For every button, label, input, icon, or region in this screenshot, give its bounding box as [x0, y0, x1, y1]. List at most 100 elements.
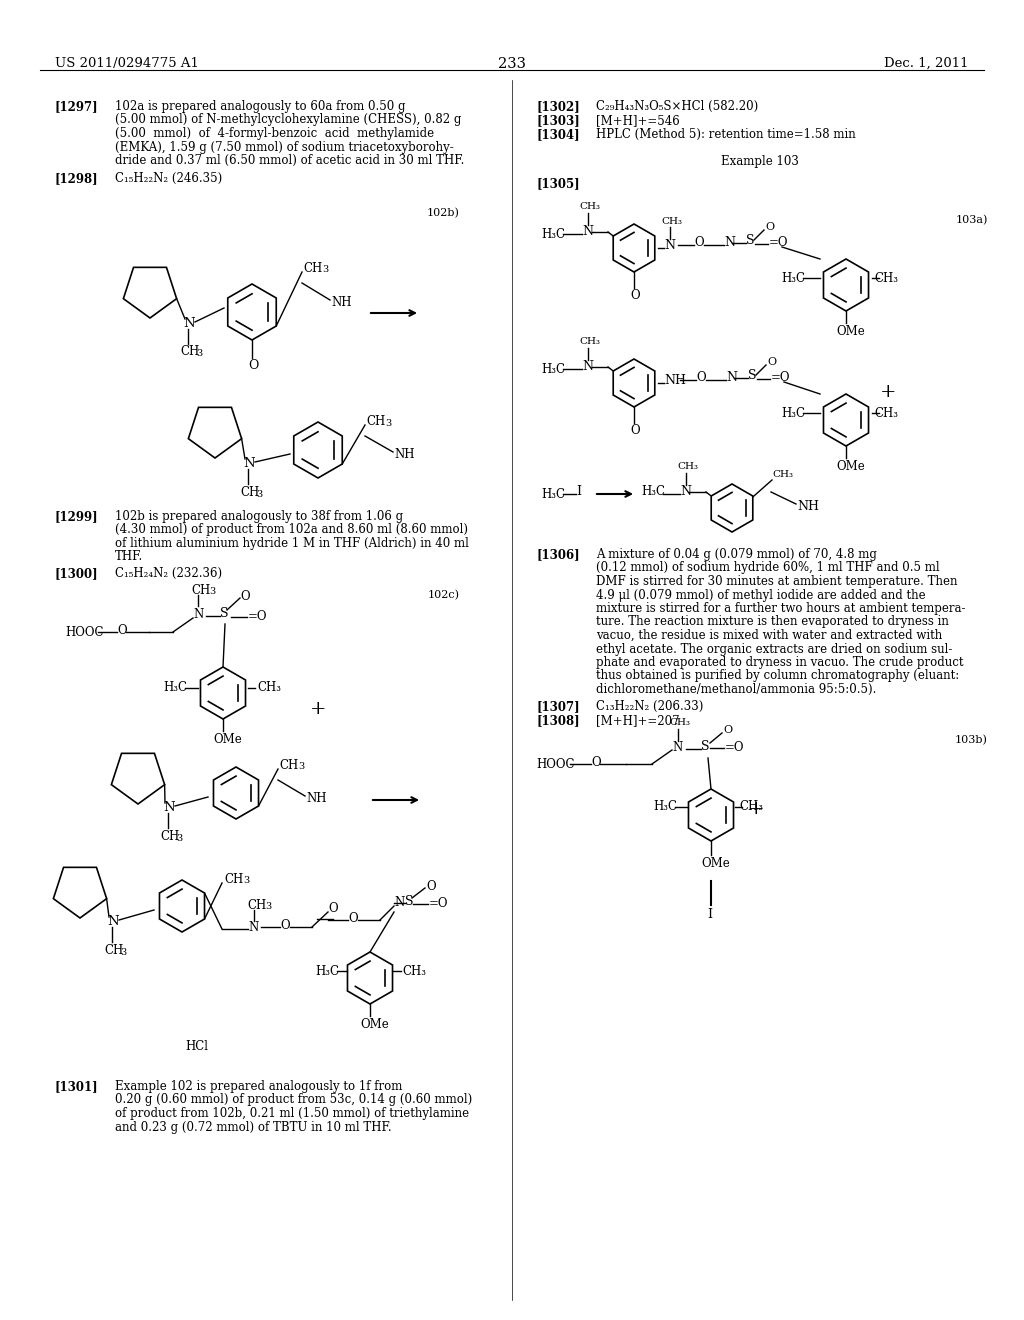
Text: CH: CH — [366, 414, 385, 428]
Text: O: O — [117, 624, 127, 638]
Text: +: + — [310, 700, 327, 718]
Text: of lithium aluminium hydride 1 M in THF (Aldrich) in 40 ml: of lithium aluminium hydride 1 M in THF … — [115, 537, 469, 550]
Text: CH₃: CH₃ — [579, 337, 600, 346]
Text: and 0.23 g (0.72 mmol) of TBTU in 10 ml THF.: and 0.23 g (0.72 mmol) of TBTU in 10 ml … — [115, 1121, 391, 1134]
Text: 102b): 102b) — [427, 209, 460, 218]
Text: of product from 102b, 0.21 ml (1.50 mmol) of triethylamine: of product from 102b, 0.21 ml (1.50 mmol… — [115, 1107, 469, 1119]
Text: S: S — [748, 370, 757, 381]
Text: CH: CH — [247, 899, 266, 912]
Text: CH: CH — [279, 759, 298, 772]
Text: +: + — [748, 800, 765, 818]
Text: =O: =O — [769, 236, 788, 249]
Text: 3: 3 — [322, 265, 329, 275]
Text: (5.00 mmol) of N-methylcyclohexylamine (CHESS), 0.82 g: (5.00 mmol) of N-methylcyclohexylamine (… — [115, 114, 462, 127]
Text: A mixture of 0.04 g (0.079 mmol) of 70, 4.8 mg: A mixture of 0.04 g (0.079 mmol) of 70, … — [596, 548, 877, 561]
Text: 3: 3 — [298, 762, 304, 771]
Text: O: O — [426, 880, 435, 894]
Text: C₁₅H₂₄N₂ (232.36): C₁₅H₂₄N₂ (232.36) — [115, 568, 222, 579]
Text: O: O — [767, 356, 776, 367]
Text: mixture is stirred for a further two hours at ambient tempera-: mixture is stirred for a further two hou… — [596, 602, 966, 615]
Text: NH: NH — [664, 374, 686, 387]
Text: CH: CH — [160, 830, 179, 843]
Text: O: O — [328, 902, 338, 915]
Text: CH: CH — [240, 486, 259, 499]
Text: NH: NH — [797, 500, 819, 513]
Text: OMe: OMe — [213, 733, 242, 746]
Text: N: N — [664, 239, 675, 252]
Text: (5.00  mmol)  of  4-formyl-benzoic  acid  methylamide: (5.00 mmol) of 4-formyl-benzoic acid met… — [115, 127, 434, 140]
Text: N: N — [106, 915, 119, 928]
Text: (EMKA), 1.59 g (7.50 mmol) of sodium triacetoxyborohy-: (EMKA), 1.59 g (7.50 mmol) of sodium tri… — [115, 140, 454, 153]
Text: N: N — [680, 484, 691, 498]
Text: CH₃: CH₃ — [874, 407, 898, 420]
Text: ture. The reaction mixture is then evaporated to dryness in: ture. The reaction mixture is then evapo… — [596, 615, 949, 628]
Text: O: O — [248, 359, 258, 372]
Text: 103b): 103b) — [955, 735, 988, 746]
Text: DMF is stirred for 30 minutes at ambient temperature. Then: DMF is stirred for 30 minutes at ambient… — [596, 576, 957, 587]
Text: H₃C: H₃C — [163, 681, 187, 694]
Text: US 2011/0294775 A1: US 2011/0294775 A1 — [55, 57, 199, 70]
Text: [1298]: [1298] — [55, 172, 98, 185]
Text: H₃C: H₃C — [541, 228, 565, 242]
Text: S: S — [701, 741, 710, 752]
Text: H₃C: H₃C — [781, 272, 805, 285]
Text: HOOC: HOOC — [65, 626, 103, 639]
Text: O: O — [630, 289, 640, 302]
Text: CH₃: CH₃ — [669, 718, 690, 727]
Text: O: O — [348, 912, 357, 925]
Text: OMe: OMe — [701, 857, 730, 870]
Text: [1304]: [1304] — [536, 128, 580, 141]
Text: N: N — [193, 609, 203, 620]
Text: THF.: THF. — [115, 550, 143, 564]
Text: OMe: OMe — [836, 325, 864, 338]
Text: =O: =O — [725, 741, 744, 754]
Text: O: O — [696, 371, 706, 384]
Text: 102a is prepared analogously to 60a from 0.50 g: 102a is prepared analogously to 60a from… — [115, 100, 406, 114]
Text: [1306]: [1306] — [536, 548, 580, 561]
Text: N: N — [582, 224, 593, 238]
Text: N: N — [248, 921, 258, 935]
Text: 0.20 g (0.60 mmol) of product from 53c, 0.14 g (0.60 mmol): 0.20 g (0.60 mmol) of product from 53c, … — [115, 1093, 472, 1106]
Text: S: S — [746, 234, 755, 247]
Text: [1307]: [1307] — [536, 700, 580, 713]
Text: [M+H]+=546: [M+H]+=546 — [596, 114, 680, 127]
Text: =O: =O — [248, 610, 267, 623]
Text: H₃C: H₃C — [541, 363, 565, 376]
Text: Example 102 is prepared analogously to 1f from: Example 102 is prepared analogously to 1… — [115, 1080, 402, 1093]
Text: 102b is prepared analogously to 38f from 1.06 g: 102b is prepared analogously to 38f from… — [115, 510, 403, 523]
Text: =O: =O — [771, 371, 791, 384]
Text: CH₃: CH₃ — [257, 681, 281, 694]
Text: O: O — [240, 590, 250, 603]
Text: C₂₉H₄₃N₃O₅S×HCl (582.20): C₂₉H₄₃N₃O₅S×HCl (582.20) — [596, 100, 758, 114]
Text: S: S — [406, 895, 414, 908]
Text: [1305]: [1305] — [536, 177, 580, 190]
Text: 3: 3 — [196, 348, 203, 358]
Text: S: S — [220, 607, 228, 620]
Text: H₃C: H₃C — [781, 407, 805, 420]
Text: dride and 0.37 ml (6.50 mmol) of acetic acid in 30 ml THF.: dride and 0.37 ml (6.50 mmol) of acetic … — [115, 154, 464, 168]
Text: CH₃: CH₃ — [874, 272, 898, 285]
Text: 233: 233 — [498, 57, 526, 71]
Text: phate and evaporated to dryness in vacuo. The crude product: phate and evaporated to dryness in vacuo… — [596, 656, 964, 669]
Text: CH: CH — [180, 345, 200, 358]
Text: vacuo, the residue is mixed with water and extracted with: vacuo, the residue is mixed with water a… — [596, 630, 942, 642]
Text: N: N — [183, 317, 195, 330]
Text: [1301]: [1301] — [55, 1080, 98, 1093]
Text: H₃C: H₃C — [653, 800, 677, 813]
Text: 3: 3 — [256, 490, 262, 499]
Text: O: O — [694, 236, 703, 249]
Text: HCl: HCl — [185, 1040, 208, 1053]
Text: O: O — [723, 725, 732, 735]
Text: H₃C: H₃C — [641, 484, 665, 498]
Text: [1302]: [1302] — [536, 100, 580, 114]
Text: CH: CH — [303, 261, 323, 275]
Text: O: O — [280, 919, 290, 932]
Text: +: + — [880, 383, 896, 401]
Text: I: I — [707, 908, 712, 921]
Text: C₁₅H₂₂N₂ (246.35): C₁₅H₂₂N₂ (246.35) — [115, 172, 222, 185]
Text: NH: NH — [394, 447, 415, 461]
Text: N: N — [163, 801, 175, 814]
Text: [1308]: [1308] — [536, 714, 580, 727]
Text: CH₃: CH₃ — [402, 965, 426, 978]
Text: H₃C: H₃C — [315, 965, 339, 978]
